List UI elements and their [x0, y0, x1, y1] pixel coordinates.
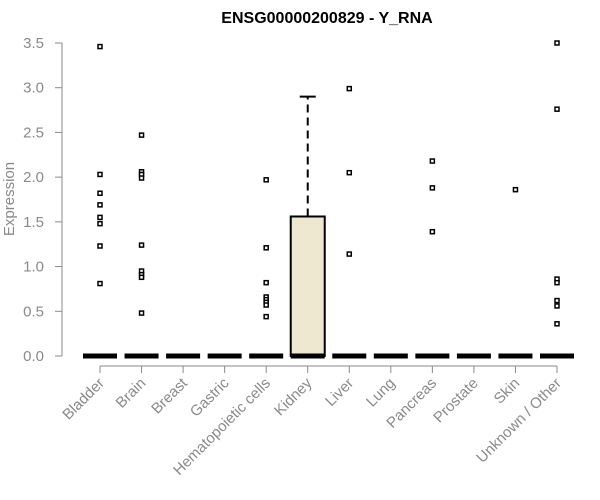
outlier-point: [554, 297, 560, 304]
outlier-point: [554, 106, 560, 112]
outlier-point: [554, 279, 560, 286]
y-tick-label: 3.5: [23, 35, 44, 52]
x-tick-label: Liver: [322, 375, 357, 410]
outlier-point: [138, 242, 145, 248]
outlier-point: [138, 175, 145, 181]
box-group: [540, 40, 574, 359]
y-tick-label: 2.5: [23, 124, 44, 141]
box-group: [498, 186, 533, 359]
y-tick-label: 1.5: [23, 214, 44, 231]
outlier-point: [429, 185, 436, 191]
plot-area: [83, 40, 574, 359]
y-tick-label: 3.0: [23, 80, 44, 97]
outlier-point: [554, 40, 560, 46]
outlier-point: [138, 132, 145, 138]
box-group: [249, 177, 284, 359]
outlier-point: [97, 220, 103, 227]
outlier-point: [554, 303, 560, 309]
outlier-point: [97, 243, 103, 249]
box-rect: [289, 215, 326, 357]
box-group: [289, 95, 326, 359]
y-axis: 0.0 0.5 1.0 1.5 2.0 2.5 3.0 3.5: [23, 35, 63, 365]
outlier-point: [263, 177, 269, 183]
y-tick-label: 1.0: [23, 259, 44, 276]
y-tick-label: 2.0: [23, 169, 44, 186]
outlier-point: [97, 190, 103, 196]
outlier-point: [263, 279, 269, 286]
outlier-point: [512, 186, 519, 193]
box-group: [124, 132, 159, 359]
x-tick-label: Lung: [363, 375, 399, 411]
outlier-point: [429, 228, 436, 235]
outlier-point: [138, 274, 145, 281]
y-tick-label: 0.0: [23, 348, 44, 365]
x-tick-label: Breast: [148, 374, 191, 417]
y-axis-label: Expression: [1, 162, 18, 236]
outlier-point: [97, 280, 103, 287]
x-tick-label: Prostate: [430, 375, 482, 427]
outlier-point: [263, 302, 269, 308]
outlier-point: [138, 310, 145, 316]
y-tick-label: 0.5: [23, 303, 44, 320]
x-tick-label: Kidney: [271, 374, 316, 419]
outlier-point: [346, 251, 353, 257]
outlier-point: [346, 85, 353, 92]
outlier-point: [554, 321, 560, 327]
x-tick-label: Skin: [491, 375, 524, 408]
outlier-point: [346, 169, 353, 176]
outlier-point: [97, 43, 103, 50]
outlier-point: [429, 158, 436, 164]
x-tick-label: Brain: [113, 375, 150, 412]
outlier-point: [97, 214, 103, 221]
box-group: [415, 158, 450, 359]
outlier-point: [97, 202, 103, 208]
outlier-point: [263, 245, 269, 251]
box-group: [83, 43, 117, 359]
outlier-point: [97, 171, 103, 178]
outlier-point: [263, 313, 269, 320]
box-group: [332, 85, 367, 359]
chart-title: ENSG00000200829 - Y_RNA: [221, 10, 433, 27]
x-tick-label: Bladder: [59, 375, 108, 424]
